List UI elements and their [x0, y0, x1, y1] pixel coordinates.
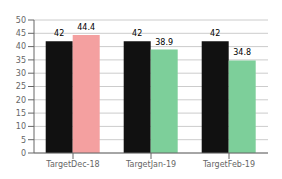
svg-text:44.4: 44.4: [77, 23, 95, 32]
svg-text:42: 42: [54, 29, 64, 38]
svg-text:5: 5: [21, 136, 26, 145]
svg-text:TargetFeb-19: TargetFeb-19: [202, 160, 255, 169]
svg-text:40: 40: [16, 42, 26, 51]
svg-text:15: 15: [16, 109, 26, 118]
svg-text:42: 42: [210, 29, 220, 38]
svg-text:45: 45: [16, 29, 26, 38]
svg-text:TargetDec-18: TargetDec-18: [45, 160, 99, 169]
svg-text:42: 42: [132, 29, 142, 38]
svg-text:38.9: 38.9: [155, 38, 173, 47]
svg-text:20: 20: [16, 96, 26, 105]
svg-text:34.8: 34.8: [233, 48, 251, 57]
svg-text:35: 35: [16, 56, 26, 65]
svg-text:30: 30: [16, 69, 26, 78]
svg-text:50: 50: [16, 16, 26, 25]
svg-text:0: 0: [21, 149, 26, 158]
svg-text:25: 25: [16, 82, 26, 91]
svg-text:10: 10: [16, 122, 26, 131]
svg-text:TargetJan-19: TargetJan-19: [125, 160, 176, 169]
